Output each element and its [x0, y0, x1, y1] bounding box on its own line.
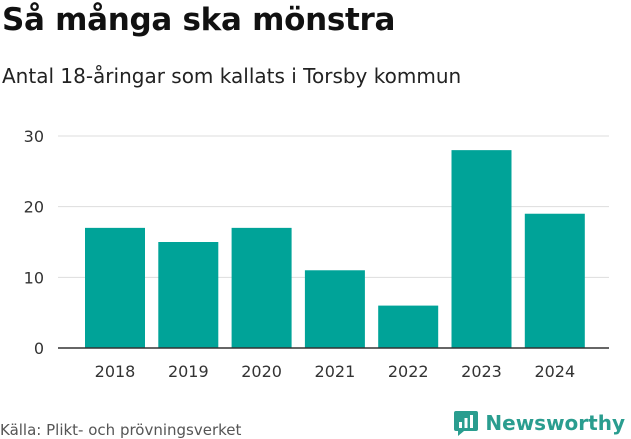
brand-logo[interactable]: Newsworthy [453, 408, 625, 438]
bar-2018[interactable] [85, 227, 145, 348]
bar-2023[interactable] [451, 150, 512, 348]
y-tick-label: 0 [34, 339, 44, 358]
y-tick-label: 10 [24, 268, 44, 287]
x-tick-label-2021: 2021 [315, 362, 356, 381]
x-tick-label-2020: 2020 [241, 362, 282, 381]
bar-2024[interactable] [524, 213, 585, 348]
brand-name: Newsworthy [485, 411, 625, 435]
x-tick-label-2022: 2022 [388, 362, 429, 381]
chart-subtitle: Antal 18-åringar som kallats i Torsby ko… [2, 64, 462, 88]
chart-title: Så många ska mönstra [2, 2, 396, 38]
bar-2019[interactable] [158, 242, 219, 348]
bar-2020[interactable] [231, 227, 292, 348]
bars [58, 150, 609, 349]
x-tick-label-2018: 2018 [95, 362, 136, 381]
x-tick-label-2024: 2024 [534, 362, 575, 381]
bar-chart: 2018 2019 2020 2021 2022 2023 2024 0 10 20 30 [24, 127, 609, 381]
x-tick-label-2019: 2019 [168, 362, 209, 381]
x-tick-labels: 2018 2019 2020 2021 2022 2023 2024 [95, 362, 576, 381]
source-note: Källa: Plikt- och prövningsverket [0, 421, 242, 439]
bar-2021[interactable] [304, 270, 365, 348]
x-tick-label-2023: 2023 [461, 362, 502, 381]
y-tick-label: 20 [24, 198, 44, 217]
newsworthy-logo-icon [454, 411, 479, 436]
bar-2022[interactable] [378, 305, 439, 348]
y-tick-label: 30 [24, 127, 44, 146]
y-tick-labels: 0 10 20 30 [24, 127, 44, 358]
